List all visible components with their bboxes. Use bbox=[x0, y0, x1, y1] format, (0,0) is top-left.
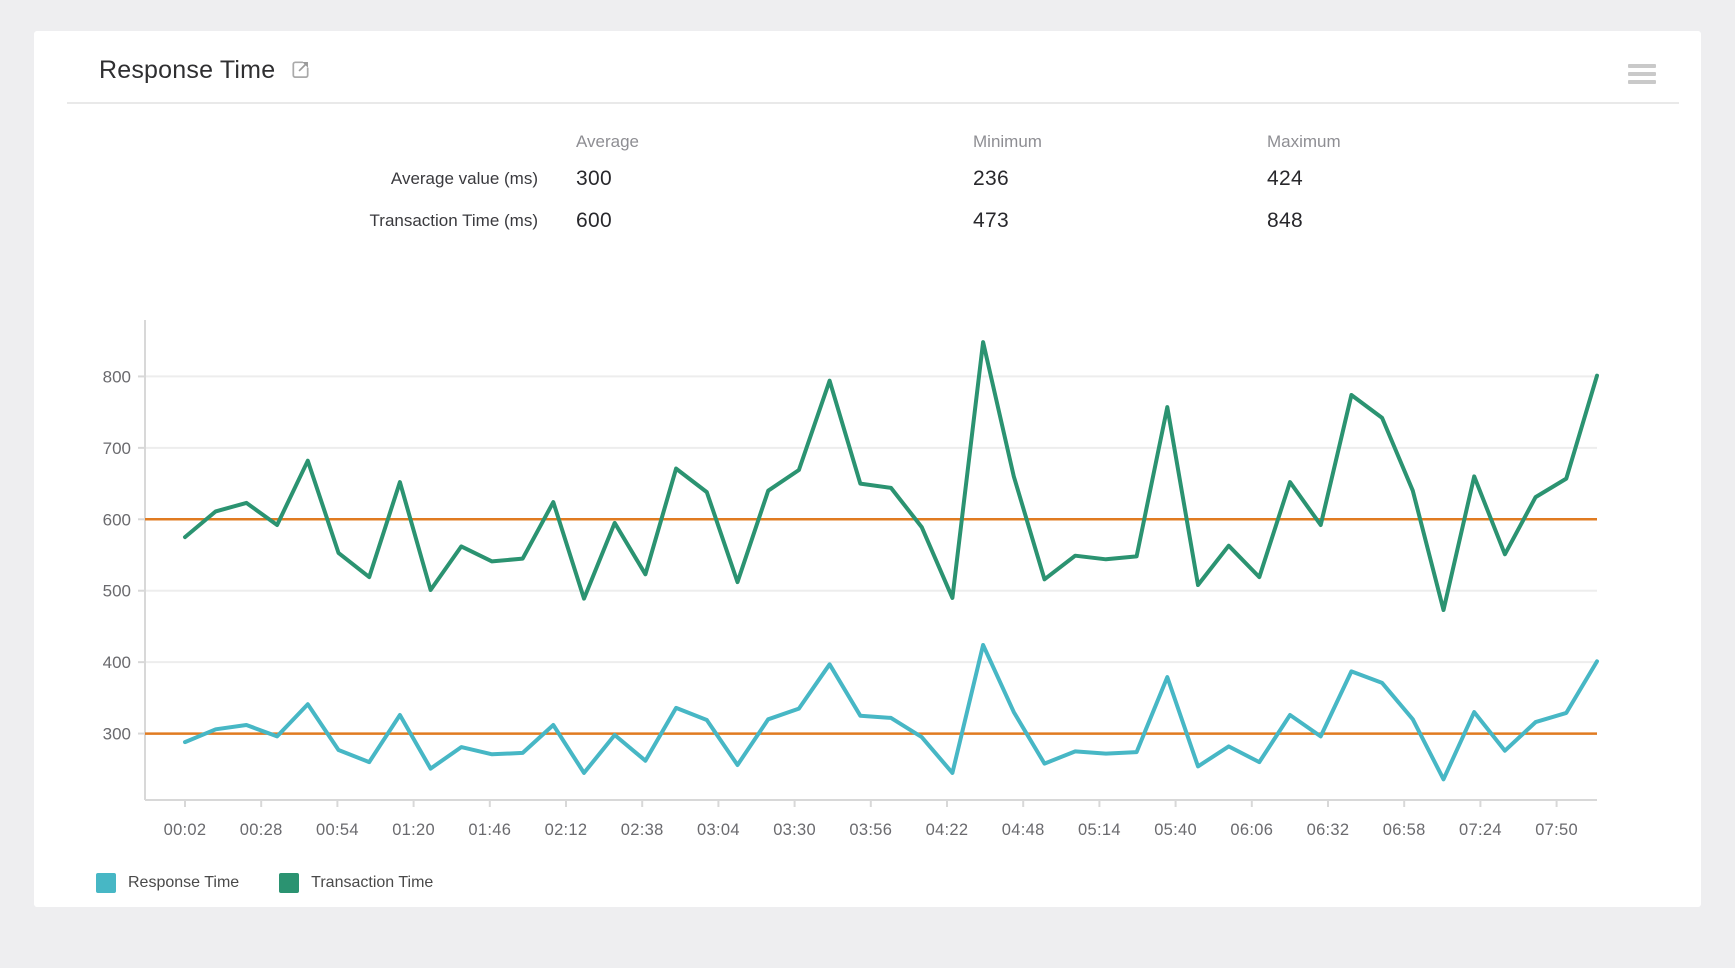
card-header: Response Time bbox=[34, 31, 1701, 86]
x-tick-label: 06:58 bbox=[1383, 821, 1426, 839]
hamburger-menu-icon[interactable] bbox=[1628, 64, 1656, 88]
y-tick-label: 300 bbox=[103, 725, 131, 744]
stats-value-avg-average: 300 bbox=[576, 167, 612, 190]
x-tick-label: 00:28 bbox=[240, 821, 283, 839]
x-tick-label: 07:24 bbox=[1459, 821, 1502, 839]
response-time-swatch bbox=[96, 873, 116, 893]
legend-item-response-time[interactable]: Response Time bbox=[96, 873, 239, 893]
series-response-time[interactable] bbox=[183, 643, 1599, 782]
x-tick-label: 04:48 bbox=[1002, 821, 1045, 839]
stats-col-average: Average bbox=[576, 132, 640, 151]
x-tick-label: 06:32 bbox=[1307, 821, 1350, 839]
response-time-card: Response Time Average Minimum Maximum Av… bbox=[34, 31, 1701, 907]
stats-col-minimum: Minimum bbox=[973, 132, 1042, 151]
x-tick-label: 06:06 bbox=[1230, 821, 1273, 839]
x-tick-label: 02:38 bbox=[621, 821, 664, 839]
open-in-new-window-icon[interactable] bbox=[289, 58, 312, 86]
legend-label: Transaction Time bbox=[311, 874, 434, 891]
y-tick-label: 800 bbox=[103, 367, 131, 386]
page-title: Response Time bbox=[99, 56, 276, 84]
y-tick-label: 500 bbox=[103, 582, 131, 601]
stats-value-avg-maximum: 424 bbox=[1267, 167, 1303, 190]
stats-value-avg-minimum: 236 bbox=[973, 167, 1009, 190]
stats-col-maximum: Maximum bbox=[1267, 132, 1341, 151]
x-tick-label: 03:30 bbox=[773, 821, 816, 839]
x-tick-label: 03:04 bbox=[697, 821, 740, 839]
y-tick-label: 700 bbox=[103, 439, 131, 458]
chart-legend: Response Time Transaction Time bbox=[96, 873, 433, 893]
stats-value-txn-minimum: 473 bbox=[973, 209, 1009, 232]
stats-value-txn-maximum: 848 bbox=[1267, 209, 1303, 232]
x-tick-label: 01:46 bbox=[468, 821, 511, 839]
x-tick-label: 04:22 bbox=[926, 821, 969, 839]
stats-row-label: Average value (ms) bbox=[390, 169, 538, 188]
y-tick-label: 400 bbox=[103, 653, 131, 672]
y-tick-label: 600 bbox=[103, 510, 131, 529]
stats-corner-cell bbox=[66, 126, 576, 158]
x-tick-label: 07:50 bbox=[1535, 821, 1578, 839]
header-divider bbox=[67, 102, 1679, 104]
x-tick-label: 00:54 bbox=[316, 821, 359, 839]
x-tick-label: 00:02 bbox=[164, 821, 207, 839]
x-tick-label: 05:14 bbox=[1078, 821, 1121, 839]
legend-label: Response Time bbox=[128, 874, 240, 891]
legend-item-transaction-time[interactable]: Transaction Time bbox=[279, 873, 433, 893]
series-transaction-time[interactable] bbox=[183, 340, 1599, 612]
stats-table: Average Minimum Maximum Average value (m… bbox=[66, 126, 1701, 242]
x-tick-label: 03:56 bbox=[849, 821, 892, 839]
x-tick-label: 05:40 bbox=[1154, 821, 1197, 839]
x-tick-label: 01:20 bbox=[392, 821, 435, 839]
stats-row-label: Transaction Time (ms) bbox=[369, 211, 538, 230]
stats-value-txn-average: 600 bbox=[576, 209, 612, 232]
x-tick-label: 02:12 bbox=[545, 821, 588, 839]
transaction-time-swatch bbox=[279, 873, 300, 893]
response-time-line-chart: 300 400 500 600 700 800 00:02 00:28 00:54 01:20 01… bbox=[103, 320, 1599, 839]
